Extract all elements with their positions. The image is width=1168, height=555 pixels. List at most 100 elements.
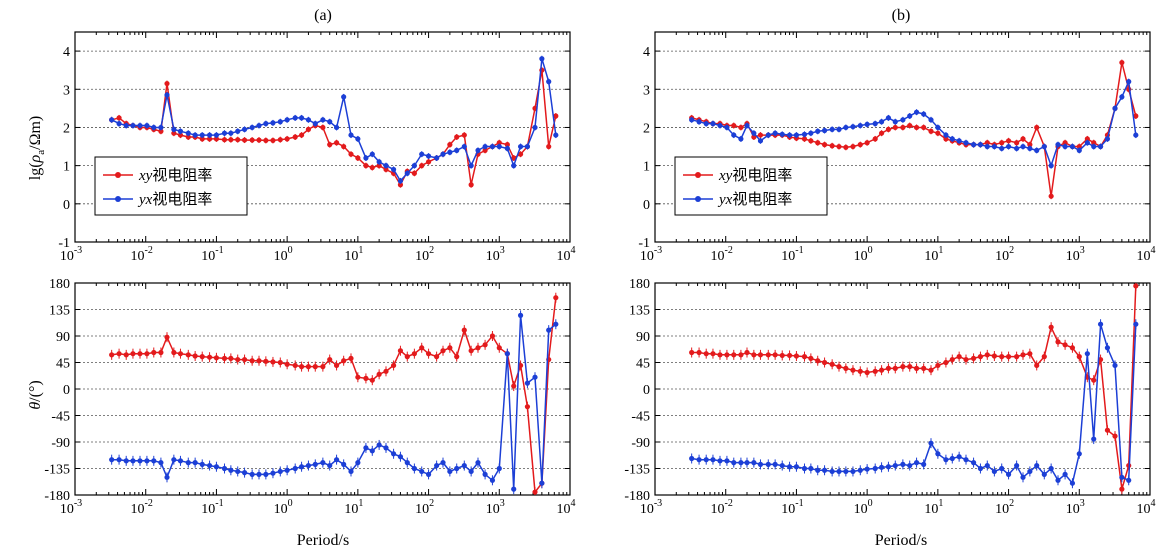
data-point: [270, 120, 276, 126]
data-point: [333, 124, 340, 131]
y-tick-label: 0: [643, 383, 650, 398]
data-point: [298, 115, 305, 121]
data-point: [1014, 354, 1020, 360]
data-point: [991, 353, 997, 359]
data-point: [116, 115, 122, 121]
data-point: [892, 124, 898, 131]
data-point: [369, 448, 375, 454]
data-point: [123, 122, 129, 129]
data-point: [772, 130, 778, 136]
data-point: [434, 462, 440, 469]
x-tick-label: 103: [1066, 498, 1085, 517]
data-point: [1069, 345, 1076, 351]
x-tick-label: 100: [274, 245, 293, 264]
data-point: [1055, 477, 1061, 483]
y-tick-label: -1: [638, 236, 650, 251]
x-tick-label: 103: [1066, 245, 1085, 264]
data-point: [532, 489, 538, 495]
data-point: [270, 137, 276, 144]
data-point: [397, 182, 404, 188]
data-point: [801, 465, 808, 472]
data-layer: [689, 59, 1139, 200]
data-point: [489, 333, 496, 339]
data-point: [376, 371, 382, 377]
data-point: [504, 145, 510, 152]
data-point: [199, 136, 205, 142]
x-tick-label: 100: [854, 245, 873, 264]
data-point: [872, 368, 878, 374]
data-point: [411, 170, 417, 176]
data-point: [256, 358, 262, 364]
data-point: [977, 465, 984, 472]
data-point: [341, 358, 347, 364]
data-point: [511, 486, 517, 492]
data-point: [151, 349, 157, 356]
data-point: [779, 352, 785, 359]
data-point: [1041, 143, 1047, 150]
data-point: [710, 121, 716, 127]
data-point: [164, 474, 170, 480]
series-line-xy: [691, 62, 1137, 197]
data-point: [696, 349, 702, 356]
data-point: [872, 465, 878, 472]
data-point: [744, 122, 750, 129]
series-line-xy: [111, 70, 557, 187]
data-point: [249, 137, 255, 143]
x-tick-label: 102: [415, 245, 434, 264]
data-point: [363, 445, 369, 451]
data-point: [864, 121, 870, 127]
y-tick-label: -1: [58, 236, 70, 251]
data-point: [221, 465, 228, 472]
x-tick-label: 101: [924, 498, 943, 517]
series-line-xy: [691, 285, 1137, 490]
data-point: [1069, 480, 1076, 486]
legend-box: [94, 156, 248, 216]
data-point: [151, 124, 157, 131]
x-tick-label: 10-3: [640, 498, 662, 517]
data-point: [738, 352, 744, 358]
data-point: [1062, 471, 1068, 477]
data-point: [213, 355, 220, 361]
data-point: [1048, 163, 1054, 169]
data-point: [1005, 138, 1012, 144]
data-point: [1048, 193, 1054, 199]
legend-marker: [115, 196, 121, 202]
data-point: [164, 334, 170, 340]
data-point: [524, 404, 531, 410]
data-point: [363, 155, 369, 161]
data-point: [158, 460, 164, 466]
x-tick-label: 103: [486, 498, 505, 517]
data-point: [553, 295, 559, 301]
data-point: [489, 143, 496, 150]
data-point: [717, 458, 723, 464]
y-tick-label: 4: [643, 45, 650, 60]
data-point: [892, 462, 898, 469]
data-point: [256, 137, 262, 143]
data-point: [524, 143, 531, 150]
data-point: [843, 468, 849, 475]
y-tick-label: 180: [49, 277, 70, 292]
data-point: [921, 365, 927, 371]
data-point: [206, 132, 213, 138]
y-tick-label: 135: [49, 304, 70, 319]
data-point: [1133, 113, 1139, 119]
xlabel-b: Period/s: [875, 532, 927, 549]
data-point: [235, 468, 241, 475]
data-point: [765, 132, 771, 138]
data-point: [793, 132, 800, 138]
data-point: [461, 327, 467, 333]
data-point: [956, 354, 962, 360]
x-tick-label: 101: [924, 245, 943, 264]
data-point: [703, 121, 709, 127]
data-point: [1014, 145, 1020, 152]
y-tick-label: -135: [44, 463, 70, 478]
data-point: [1119, 59, 1125, 66]
data-point: [249, 471, 255, 477]
data-point: [1091, 377, 1097, 383]
data-point: [1005, 471, 1012, 477]
data-point: [1014, 140, 1020, 146]
data-point: [482, 143, 488, 150]
x-tick-label: 103: [486, 245, 505, 264]
data-point: [206, 136, 213, 142]
data-point: [369, 377, 375, 383]
